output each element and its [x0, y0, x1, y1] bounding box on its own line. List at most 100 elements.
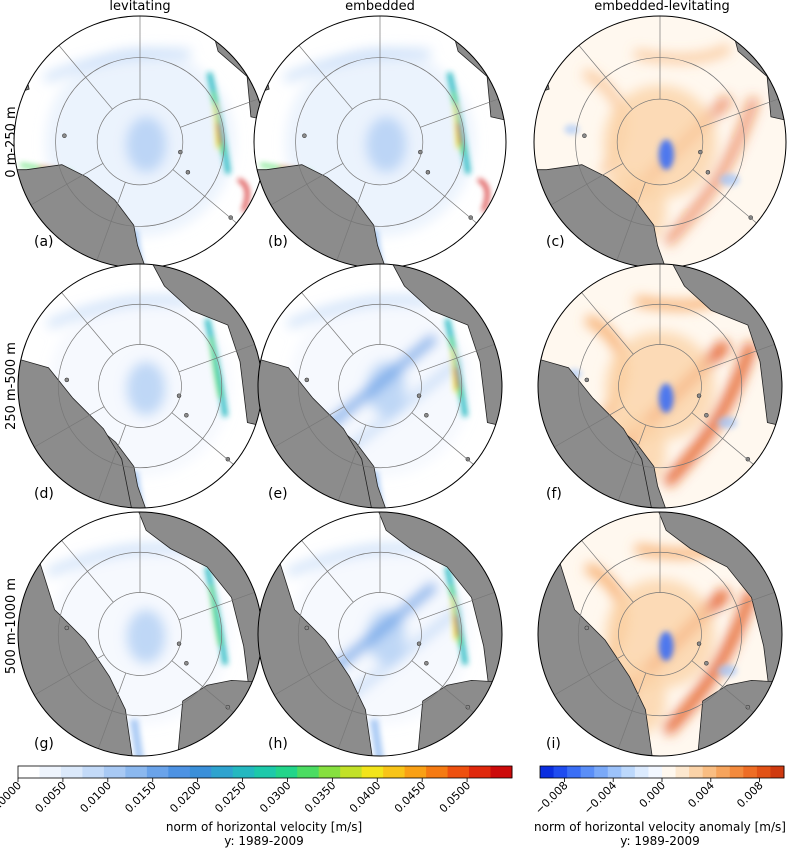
- island: [704, 413, 709, 418]
- meridian-line: [180, 98, 259, 128]
- row-label: 500 m-1000 m: [4, 578, 19, 674]
- column-title: levitating: [109, 0, 170, 14]
- boundary-current: [454, 104, 460, 149]
- map-panel: [257, 263, 503, 509]
- graticule: [270, 16, 499, 261]
- map-boundary: [537, 263, 783, 509]
- meridian-line: [97, 424, 127, 501]
- graticule: [274, 512, 495, 749]
- meridian-line: [97, 672, 127, 749]
- velocity-field: [126, 609, 166, 664]
- colorbar-segment: [729, 766, 744, 778]
- panel-label: (g): [34, 736, 54, 752]
- row-label: 250 m-500 m: [4, 342, 19, 430]
- colorbar-tick-label: −0.008: [533, 779, 571, 817]
- colorbar-segment: [770, 766, 785, 778]
- meridian-line: [698, 591, 775, 621]
- anomaly-field: [658, 383, 674, 413]
- velocity-field: [322, 333, 438, 433]
- panel-label: (i): [546, 736, 561, 752]
- island: [64, 377, 70, 383]
- colorbar-tick-label: 0.0400: [347, 779, 383, 815]
- colorbar-segment: [318, 766, 341, 778]
- boundary-current: [214, 104, 220, 149]
- strait-inflow: [129, 718, 144, 756]
- boundary-current: [204, 566, 228, 665]
- shelf-current: [237, 178, 249, 212]
- boundary-current: [457, 122, 462, 145]
- anomaly-field: [658, 139, 674, 170]
- colorbar-segment: [146, 766, 169, 778]
- graticule: [34, 512, 255, 749]
- meridian-line: [96, 182, 126, 261]
- meridian-line: [34, 406, 105, 448]
- colorbar-segment: [189, 766, 212, 778]
- meridian-line: [61, 540, 114, 603]
- panel-label: (c): [546, 234, 565, 250]
- boundary-current: [451, 597, 457, 641]
- colorbar-segment: [18, 766, 40, 778]
- meridian-line: [61, 292, 114, 355]
- anomaly-field: [717, 664, 737, 677]
- colorbar-segment: [567, 766, 582, 778]
- meridian-line: [554, 406, 625, 448]
- column-title: embedded-levitating: [594, 0, 730, 14]
- colorbar-tick-label: 0.0500: [437, 779, 473, 815]
- island: [184, 661, 189, 666]
- colorbar-tick-label: 0.008: [734, 779, 765, 810]
- anomaly-colorbar: −0.008 −0.004 0.000 0.004 0.008: [533, 765, 785, 817]
- velocity-field: [43, 48, 191, 83]
- meridian-line: [337, 672, 367, 749]
- colorbar-tick-label: 0.0200: [167, 779, 203, 815]
- colorbar-segment: [60, 766, 83, 778]
- meridian-line: [412, 169, 477, 224]
- anomaly-field: [719, 173, 740, 187]
- meridian-line: [298, 45, 353, 110]
- colorbar-segment: [125, 766, 148, 778]
- colorbar-segment: [756, 766, 771, 778]
- velocity-field: [286, 295, 430, 329]
- island: [584, 625, 590, 631]
- boundary-current: [206, 72, 231, 174]
- colorbar-segment: [540, 766, 555, 778]
- colorbar-segment: [580, 766, 595, 778]
- island: [704, 661, 709, 666]
- colorbar-tick-label: −0.004: [581, 779, 619, 817]
- meridian-line: [58, 45, 113, 110]
- anomaly-field: [658, 631, 674, 661]
- island: [302, 133, 307, 138]
- meridian-line: [274, 654, 345, 696]
- strait-inflow: [369, 718, 384, 756]
- colorbar-segment: [232, 766, 255, 778]
- colorbar-segment: [702, 766, 717, 778]
- colorbar-segment: [716, 766, 731, 778]
- colorbar-tick-label: 0.0100: [78, 779, 114, 815]
- anomaly-field: [662, 341, 757, 488]
- meridian-line: [581, 540, 634, 603]
- island: [62, 133, 67, 138]
- panel-label: (h): [268, 736, 288, 752]
- island: [184, 413, 189, 418]
- boundary-current: [454, 615, 460, 637]
- meridian-line: [418, 343, 495, 373]
- velocity-colorbar: 0.0000 0.0050 0.0100 0.0150 0.0200 0.0250 0.03…: [0, 765, 513, 815]
- colorbar-segment: [426, 766, 449, 778]
- colorbar-segment: [297, 766, 320, 778]
- colorbar-segment: [675, 766, 690, 778]
- colorbar-tick-label: 0.004: [685, 779, 716, 810]
- boundary-current: [454, 367, 460, 389]
- colorbar-segment: [39, 766, 62, 778]
- graticule: [30, 16, 259, 261]
- colorbar-frame: [17, 765, 513, 779]
- colorbar-segment: [447, 766, 470, 778]
- meridian-line: [691, 660, 754, 713]
- colorbar-segment: [211, 766, 234, 778]
- meridian-line: [411, 660, 474, 713]
- anomaly-field: [605, 331, 715, 441]
- boundary-current: [204, 318, 228, 417]
- island: [304, 625, 310, 631]
- meridian-line: [550, 163, 624, 206]
- boundary-current: [444, 566, 468, 665]
- colorbar-segment: [254, 766, 277, 778]
- panel-label: (b): [268, 234, 288, 250]
